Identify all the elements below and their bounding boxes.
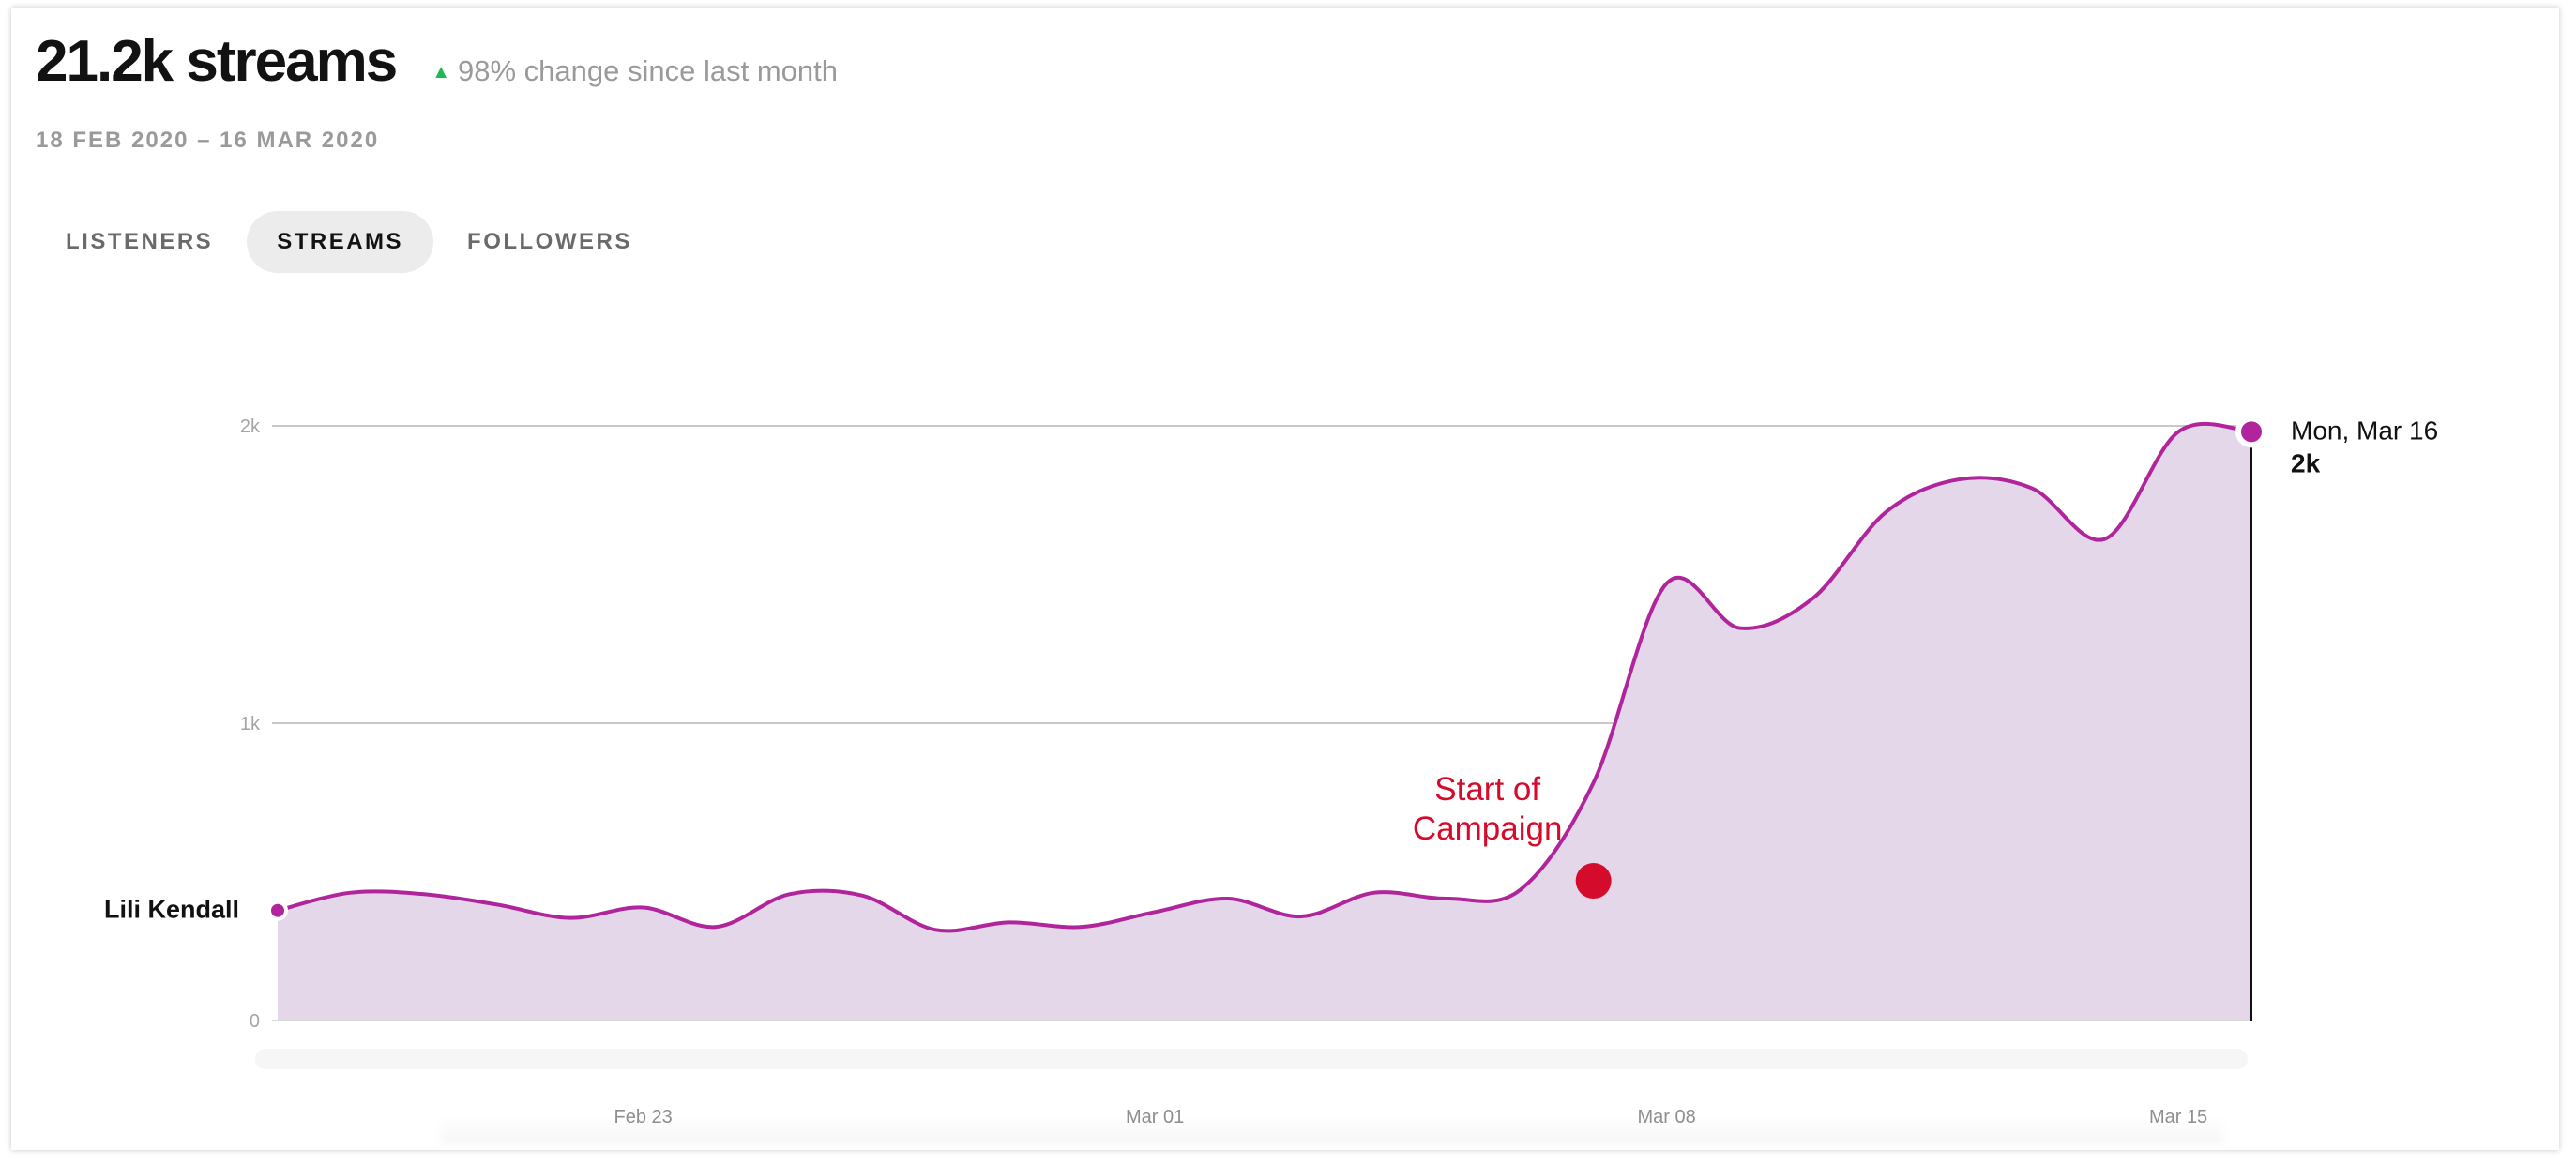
change-text: 98% change since last month [458,54,838,87]
annotation-line-1: Start of [1434,771,1540,808]
x-tick-label: Feb 23 [614,1107,672,1127]
tab-followers[interactable]: FOLLOWERS [467,229,632,254]
headline-value: 21.2k streams [36,29,398,94]
area-fill [278,423,2251,1021]
tab-listeners[interactable]: LISTENERS [66,229,214,254]
tooltip-value: 2k [2291,448,2321,477]
y-tick-label: 2k [240,416,261,437]
hover-point [2235,416,2267,448]
tab-streams[interactable]: STREAMS [247,211,434,273]
y-tick-label: 1k [240,714,261,734]
x-tick-label: Mar 15 [2149,1107,2207,1127]
y-tick-label: 0 [250,1011,260,1032]
campaign-marker [1575,863,1612,900]
x-tick-label: Mar 01 [1126,1107,1184,1127]
triangle-up-icon: ▲ [432,62,451,83]
bottom-shadow [441,1116,2223,1144]
headline: 21.2k streams ▲ 98% change since last mo… [36,28,838,95]
x-tick-label: Mar 08 [1637,1107,1695,1127]
tooltip-date: Mon, Mar 16 [2291,416,2438,445]
annotation-line-2: Campaign [1413,810,1563,847]
series-label: Lili Kendall [104,896,239,924]
date-range: 18 FEB 2020 – 16 MAR 2020 [36,128,380,153]
series-line [277,421,2252,933]
change-indicator: ▲ 98% change since last month [432,54,838,88]
series-start-point [267,900,288,921]
metric-tabs: LISTENERS STREAMS FOLLOWERS [36,211,666,273]
chart-range-scrollbar[interactable] [255,1049,2248,1069]
